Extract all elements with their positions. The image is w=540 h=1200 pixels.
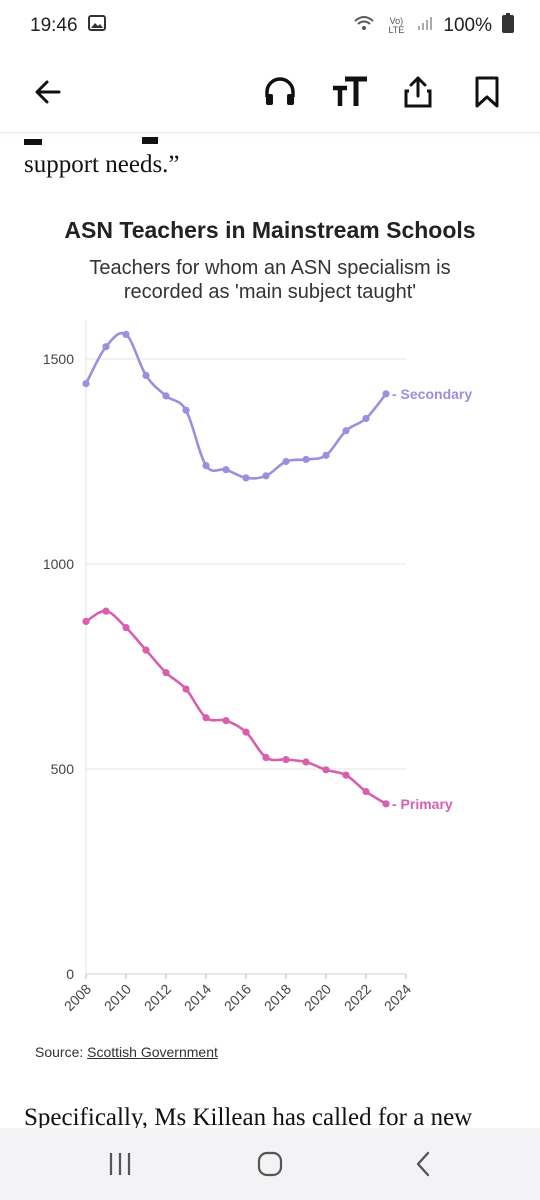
source-link[interactable]: Scottish Government xyxy=(87,1044,218,1060)
data-point-secondary xyxy=(282,457,290,466)
data-point-primary xyxy=(142,646,150,654)
home-icon[interactable] xyxy=(250,1148,290,1180)
wifi-icon xyxy=(353,14,375,38)
series-label-primary: - Primary xyxy=(392,796,453,812)
x-tick-label: 2008 xyxy=(61,981,94,1014)
data-point-primary xyxy=(322,766,330,774)
data-point-primary xyxy=(102,607,110,615)
data-point-secondary xyxy=(162,392,170,400)
article-toolbar xyxy=(0,52,540,133)
series-label-secondary: - Secondary xyxy=(392,386,472,402)
data-point-secondary xyxy=(342,427,350,435)
data-point-primary xyxy=(82,617,90,625)
status-time: 19:46 xyxy=(30,15,78,36)
data-point-secondary xyxy=(182,406,190,414)
back-icon[interactable] xyxy=(403,1148,443,1180)
data-point-primary xyxy=(182,685,190,693)
status-bar: 19:46 Vo) LTE 100% xyxy=(0,0,540,52)
previous-line-fragment xyxy=(24,133,174,147)
back-arrow-icon[interactable] xyxy=(28,72,68,112)
data-point-primary xyxy=(242,728,250,736)
battery-icon xyxy=(502,13,514,39)
data-point-primary xyxy=(202,714,210,722)
x-tick-label: 2020 xyxy=(301,981,334,1014)
x-tick-label: 2018 xyxy=(261,981,294,1014)
data-point-primary xyxy=(262,753,270,762)
data-point-secondary xyxy=(382,390,390,398)
data-point-secondary xyxy=(142,371,150,379)
share-icon[interactable] xyxy=(398,72,438,112)
x-tick-label: 2014 xyxy=(181,981,214,1014)
data-point-primary xyxy=(162,669,170,677)
x-tick-label: 2016 xyxy=(221,981,254,1014)
data-point-primary xyxy=(222,717,230,725)
battery-percent: 100% xyxy=(443,15,492,36)
y-tick-label: 500 xyxy=(51,761,75,777)
bookmark-icon[interactable] xyxy=(467,72,507,112)
signal-icon xyxy=(417,15,433,37)
article-next-paragraph: Specifically, Ms Killean has called for … xyxy=(24,1104,472,1130)
x-tick-label: 2010 xyxy=(101,981,134,1014)
data-point-secondary xyxy=(362,414,370,423)
system-nav-bar xyxy=(0,1128,540,1200)
data-point-primary xyxy=(282,755,290,764)
data-point-secondary xyxy=(102,343,110,351)
article-paragraph-end: support needs.” xyxy=(24,151,180,178)
data-point-secondary xyxy=(322,451,330,459)
data-point-primary xyxy=(302,758,310,766)
data-point-primary xyxy=(382,800,390,808)
data-point-primary xyxy=(342,771,350,779)
chart-source: Source: Scottish Government xyxy=(35,1044,218,1060)
x-tick-label: 2022 xyxy=(341,981,374,1014)
y-tick-label: 0 xyxy=(66,966,74,982)
data-point-secondary xyxy=(222,466,230,474)
data-point-primary xyxy=(362,787,370,796)
data-point-secondary xyxy=(262,472,270,480)
series-line-secondary xyxy=(84,331,388,480)
chart-subtitle: Teachers for whom an ASN specialism is r… xyxy=(0,256,540,304)
source-label: Source: xyxy=(35,1044,88,1060)
x-tick-label: 2024 xyxy=(381,981,414,1014)
series-line-primary xyxy=(85,609,387,805)
data-point-primary xyxy=(122,623,130,632)
volte-label: Vo) LTE xyxy=(388,16,405,35)
x-tick-label: 2012 xyxy=(141,981,174,1014)
gallery-icon xyxy=(87,15,106,37)
chart-subtitle-line1: Teachers for whom an ASN specialism is xyxy=(89,257,451,279)
y-tick-label: 1500 xyxy=(43,351,74,367)
chart-title: ASN Teachers in Mainstream Schools xyxy=(64,217,476,243)
y-tick-label: 1000 xyxy=(43,556,74,572)
data-point-secondary xyxy=(242,474,250,482)
data-point-secondary xyxy=(302,455,310,464)
data-point-secondary xyxy=(122,330,130,338)
chart-subtitle-line2: recorded as 'main subject taught' xyxy=(123,281,417,303)
data-point-secondary xyxy=(82,380,90,388)
text-size-icon[interactable] xyxy=(330,72,370,112)
article-next-text: Specifically, Ms Killean has called for … xyxy=(24,1104,473,1130)
headphones-icon[interactable] xyxy=(260,72,300,112)
line-chart: 0 500 1000 1500 2008 2010 2012 2014 2016 2018 2020… xyxy=(43,320,472,1014)
data-point-secondary xyxy=(202,462,210,470)
recent-apps-icon[interactable] xyxy=(100,1148,140,1180)
